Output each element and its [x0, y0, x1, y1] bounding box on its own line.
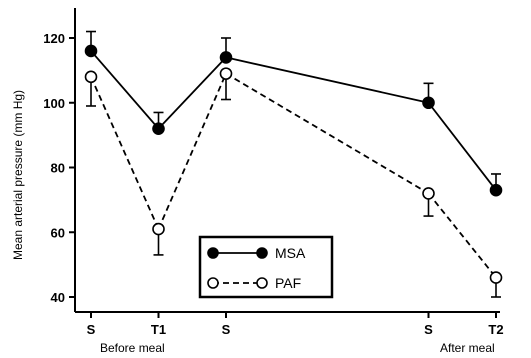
x-tick-label: T1	[151, 322, 166, 337]
series-line-segment	[225, 56, 429, 104]
y-tick-label: 60	[51, 225, 65, 240]
y-axis-label: Mean arterial pressure (mm Hg)	[11, 90, 25, 260]
data-point	[489, 271, 503, 284]
series-line-segment	[225, 72, 429, 195]
series-line-segment	[90, 76, 160, 230]
data-point	[489, 183, 503, 197]
legend-marker-msa-end	[256, 247, 268, 259]
data-point	[152, 122, 165, 135]
y-tick-label: 100	[43, 96, 65, 111]
y-ticks: 40 60 80 100 120	[43, 31, 75, 305]
x-tick-label: T2	[488, 322, 503, 337]
x-tick-label: S	[87, 322, 96, 337]
x-ticks: S T1 S S T2	[87, 312, 504, 337]
legend-box	[198, 235, 334, 299]
series-line-segment	[157, 73, 227, 230]
series-paf	[84, 67, 503, 298]
series-line-segment	[90, 50, 160, 130]
data-point	[152, 222, 165, 236]
series-msa	[84, 30, 503, 197]
legend: MSA PAF	[198, 235, 334, 299]
series-layer	[84, 30, 503, 298]
data-point	[422, 187, 435, 200]
x-tick-label: S	[222, 322, 231, 337]
y-tick-label: 40	[51, 290, 65, 305]
legend-marker-msa	[207, 247, 219, 259]
legend-marker-paf-end	[256, 277, 268, 289]
group-label-after: After meal	[440, 341, 495, 355]
data-point	[219, 51, 233, 64]
legend-label-paf: PAF	[275, 275, 301, 291]
data-point	[219, 67, 233, 80]
group-label-before: Before meal	[100, 341, 165, 355]
series-line-segment	[157, 56, 227, 130]
y-tick-label: 80	[51, 161, 65, 176]
series-line-segment	[427, 192, 497, 279]
legend-label-msa: MSA	[275, 245, 306, 261]
x-tick-label: S	[424, 322, 433, 337]
data-point	[84, 70, 98, 84]
series-line-segment	[427, 102, 497, 191]
data-point	[84, 44, 98, 58]
legend-marker-paf	[207, 277, 219, 289]
data-point	[422, 96, 435, 110]
y-tick-label: 120	[43, 31, 65, 46]
